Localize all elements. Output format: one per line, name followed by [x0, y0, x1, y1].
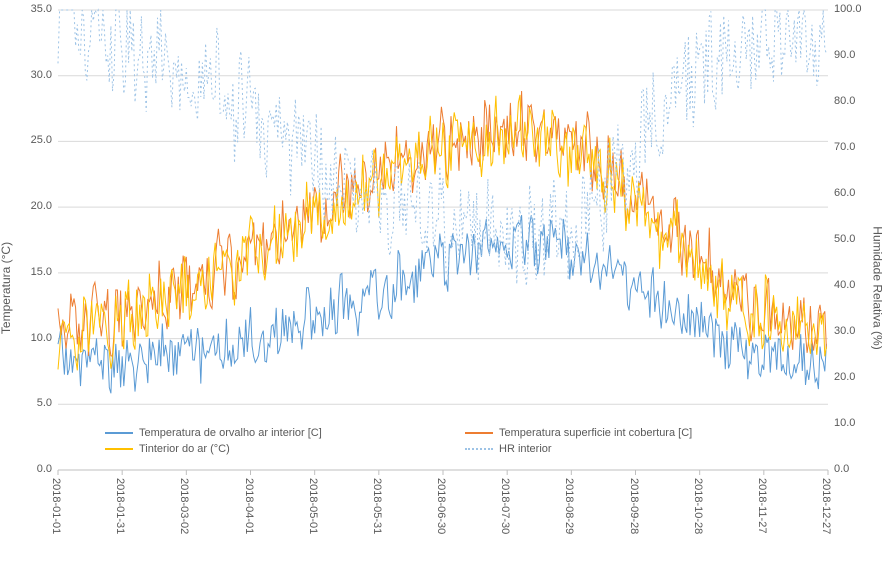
y2-axis-label: Humidade Relativa (%): [870, 226, 883, 349]
legend-swatch: [465, 448, 493, 450]
x-tick: 2018-03-02: [178, 478, 190, 534]
legend-swatch: [465, 432, 493, 434]
y2-tick: 10.0: [834, 417, 869, 429]
y2-tick: 50.0: [834, 233, 869, 245]
x-tick: 2018-04-01: [243, 478, 255, 534]
y2-tick: 100.0: [834, 3, 869, 15]
legend-swatch: [105, 448, 133, 450]
legend-item: Temperatura superficie int cobertura [C]: [465, 425, 825, 441]
y1-tick: 10.0: [22, 332, 52, 344]
y2-tick: 60.0: [834, 187, 869, 199]
y1-tick: 35.0: [22, 3, 52, 15]
legend: Temperatura de orvalho ar interior [C] Te…: [105, 425, 825, 457]
x-tick: 2018-05-01: [307, 478, 319, 534]
y2-tick: 90.0: [834, 49, 869, 61]
legend-item: HR interior: [465, 441, 825, 457]
y1-tick: 0.0: [22, 463, 52, 475]
x-tick: 2018-09-28: [628, 478, 640, 534]
x-tick: 2018-05-31: [371, 478, 383, 534]
y2-tick: 0.0: [834, 463, 869, 475]
x-tick: 2018-10-28: [692, 478, 704, 534]
y1-tick: 25.0: [22, 134, 52, 146]
y1-tick: 30.0: [22, 69, 52, 81]
legend-item: Temperatura de orvalho ar interior [C]: [105, 425, 465, 441]
y1-tick: 20.0: [22, 200, 52, 212]
x-tick: 2018-11-27: [756, 478, 768, 533]
y2-tick: 30.0: [834, 325, 869, 337]
legend-label: Temperatura superficie int cobertura [C]: [499, 427, 692, 439]
y2-tick: 40.0: [834, 279, 869, 291]
y1-tick: 5.0: [22, 397, 52, 409]
x-tick: 2018-12-27: [820, 478, 832, 534]
legend-label: HR interior: [499, 443, 552, 455]
y2-tick: 20.0: [834, 371, 869, 383]
y2-tick: 70.0: [834, 141, 869, 153]
y1-tick: 15.0: [22, 266, 52, 278]
x-tick: 2018-08-29: [563, 478, 575, 534]
legend-item: Tinterior do ar (°C): [105, 441, 465, 457]
x-tick: 2018-01-31: [114, 478, 126, 534]
legend-swatch: [105, 432, 133, 434]
x-tick: 2018-01-01: [50, 478, 62, 534]
y1-axis-label: Temperatura (°C): [0, 242, 13, 334]
dual-axis-line-chart: Temperatura (°C) Humidade Relativa (%) 0…: [0, 0, 883, 576]
x-tick: 2018-06-30: [435, 478, 447, 534]
legend-label: Tinterior do ar (°C): [139, 443, 230, 455]
x-tick: 2018-07-30: [499, 478, 511, 534]
y2-tick: 80.0: [834, 95, 869, 107]
legend-label: Temperatura de orvalho ar interior [C]: [139, 427, 322, 439]
